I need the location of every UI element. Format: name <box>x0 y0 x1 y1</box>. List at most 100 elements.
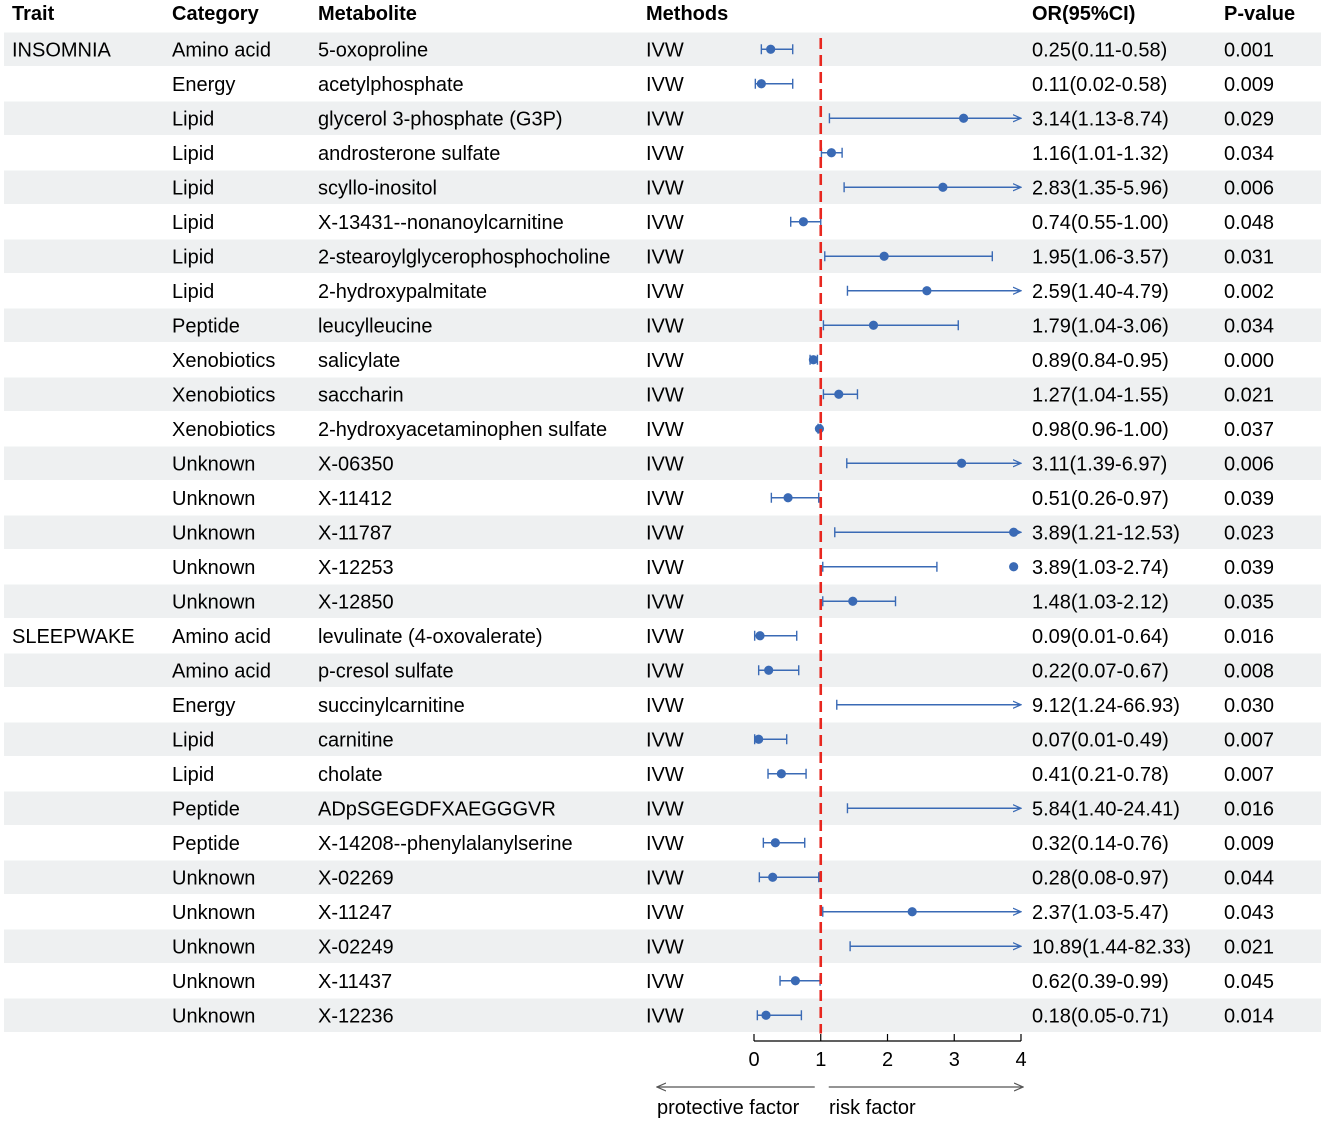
pvalue-label: 0.006 <box>1224 177 1274 199</box>
metabolite-label: X-02249 <box>318 936 394 958</box>
table-row: Unknown X-02269 IVW 0.28(0.08-0.97) 0.044 <box>172 867 1274 889</box>
pvalue-label: 0.034 <box>1224 143 1274 165</box>
method-label: IVW <box>646 108 684 130</box>
or-point <box>754 734 764 744</box>
metabolite-label: salicylate <box>318 350 400 372</box>
row-stripe <box>4 308 1321 342</box>
table-row: Lipid carnitine IVW 0.07(0.01-0.49) 0.007 <box>172 729 1274 751</box>
category-label: Energy <box>172 74 235 96</box>
table-row: Unknown X-06350 IVW 3.11(1.39-6.97) 0.006 <box>172 453 1274 475</box>
method-label: IVW <box>646 74 684 96</box>
pvalue-label: 0.039 <box>1224 557 1274 579</box>
category-label: Amino acid <box>172 626 271 648</box>
metabolite-label: X-12236 <box>318 1005 394 1027</box>
pvalue-label: 0.023 <box>1224 522 1274 544</box>
metabolite-label: X-02269 <box>318 867 394 889</box>
pvalue-label: 0.031 <box>1224 246 1274 268</box>
method-label: IVW <box>646 315 684 337</box>
or-ci-label: 0.11(0.02-0.58) <box>1032 74 1167 96</box>
category-label: Unknown <box>172 936 255 958</box>
method-label: IVW <box>646 902 684 924</box>
table-row: Energy acetylphosphate IVW 0.11(0.02-0.58) 0… <box>172 74 1274 96</box>
or-point <box>868 320 879 330</box>
row-stripe <box>4 929 1321 963</box>
or-point <box>756 79 766 89</box>
risk-factor-label: risk factor <box>829 1097 916 1119</box>
metabolite-label: X-11412 <box>318 488 392 510</box>
or-point <box>768 872 778 882</box>
metabolite-label: X-06350 <box>318 453 394 475</box>
method-label: IVW <box>646 867 684 889</box>
category-label: Peptide <box>172 315 240 337</box>
category-label: Energy <box>172 695 235 717</box>
or-ci-label: 0.09(0.01-0.64) <box>1032 626 1169 648</box>
metabolite-label: glycerol 3-phosphate (G3P) <box>318 108 563 130</box>
method-label: IVW <box>646 695 684 717</box>
or-point <box>826 148 837 158</box>
category-label: Unknown <box>172 971 255 993</box>
method-label: IVW <box>646 798 684 820</box>
category-label: Lipid <box>172 729 214 751</box>
header-methods: Methods <box>646 3 728 25</box>
or-ci-label: 0.98(0.96-1.00) <box>1032 419 1169 441</box>
table-row: Unknown X-11437 IVW 0.62(0.39-0.99) 0.045 <box>172 971 1274 993</box>
category-label: Xenobiotics <box>172 384 275 406</box>
method-label: IVW <box>646 764 684 786</box>
pvalue-label: 0.009 <box>1224 74 1274 96</box>
or-point <box>755 631 765 641</box>
pvalue-label: 0.029 <box>1224 108 1274 130</box>
or-ci-label: 1.48(1.03-2.12) <box>1032 591 1169 613</box>
or-ci-label: 0.51(0.26-0.97) <box>1032 488 1169 510</box>
method-label: IVW <box>646 384 684 406</box>
or-point <box>879 251 889 261</box>
or-ci-label: 3.89(1.03-2.74) <box>1032 557 1169 579</box>
method-label: IVW <box>646 936 684 958</box>
table-row: Peptide X-14208--phenylalanylserine IVW 0.3… <box>172 833 1274 855</box>
category-label: Lipid <box>172 764 214 786</box>
method-label: IVW <box>646 212 684 234</box>
metabolite-label: 2-hydroxypalmitate <box>318 281 487 303</box>
or-ci-label: 0.28(0.08-0.97) <box>1032 867 1169 889</box>
metabolite-label: androsterone sulfate <box>318 143 500 165</box>
table-row: Unknown X-11787 IVW 3.89(1.21-12.53) 0.023 <box>172 522 1274 544</box>
forest-marks <box>753 44 1021 1021</box>
row-stripe <box>4 998 1321 1032</box>
or-ci-label: 5.84(1.40-24.41) <box>1032 798 1180 820</box>
header-or-ci: OR(95%CI) <box>1032 3 1135 25</box>
or-point <box>848 596 858 606</box>
or-ci-label: 9.12(1.24-66.93) <box>1032 695 1180 717</box>
or-ci-label: 0.07(0.01-0.49) <box>1032 729 1169 751</box>
method-label: IVW <box>646 626 684 648</box>
category-label: Lipid <box>172 143 214 165</box>
method-label: IVW <box>646 281 684 303</box>
row-stripe <box>4 653 1321 687</box>
category-label: Lipid <box>172 108 214 130</box>
pvalue-label: 0.000 <box>1224 350 1274 372</box>
table-row: Lipid scyllo-inositol IVW 2.83(1.35-5.96) 0.… <box>172 177 1274 199</box>
method-label: IVW <box>646 591 684 613</box>
header-metabolite: Metabolite <box>318 3 417 25</box>
or-point <box>834 389 844 399</box>
metabolite-label: X-11247 <box>318 902 392 924</box>
or-ci-label: 0.32(0.14-0.76) <box>1032 833 1169 855</box>
protective-factor-label: protective factor <box>657 1097 800 1119</box>
table-row: Lipid 2-stearoylglycerophosphocholine IVW 1… <box>172 246 1274 268</box>
or-point <box>1009 562 1019 572</box>
pvalue-label: 0.001 <box>1224 39 1274 61</box>
category-label: Unknown <box>172 522 255 544</box>
row-stripe <box>4 32 1321 66</box>
pvalue-label: 0.035 <box>1224 591 1274 613</box>
pvalue-label: 0.006 <box>1224 453 1274 475</box>
or-point <box>814 424 825 434</box>
method-label: IVW <box>646 453 684 475</box>
metabolite-label: scyllo-inositol <box>318 177 437 199</box>
category-label: Amino acid <box>172 39 271 61</box>
metabolite-label: cholate <box>318 764 383 786</box>
table-row: Xenobiotics salicylate IVW 0.89(0.84-0.95) 0… <box>172 350 1274 372</box>
method-label: IVW <box>646 971 684 993</box>
pvalue-label: 0.045 <box>1224 971 1274 993</box>
category-label: Unknown <box>172 1005 255 1027</box>
method-label: IVW <box>646 39 684 61</box>
metabolite-label: X-11437 <box>318 971 392 993</box>
